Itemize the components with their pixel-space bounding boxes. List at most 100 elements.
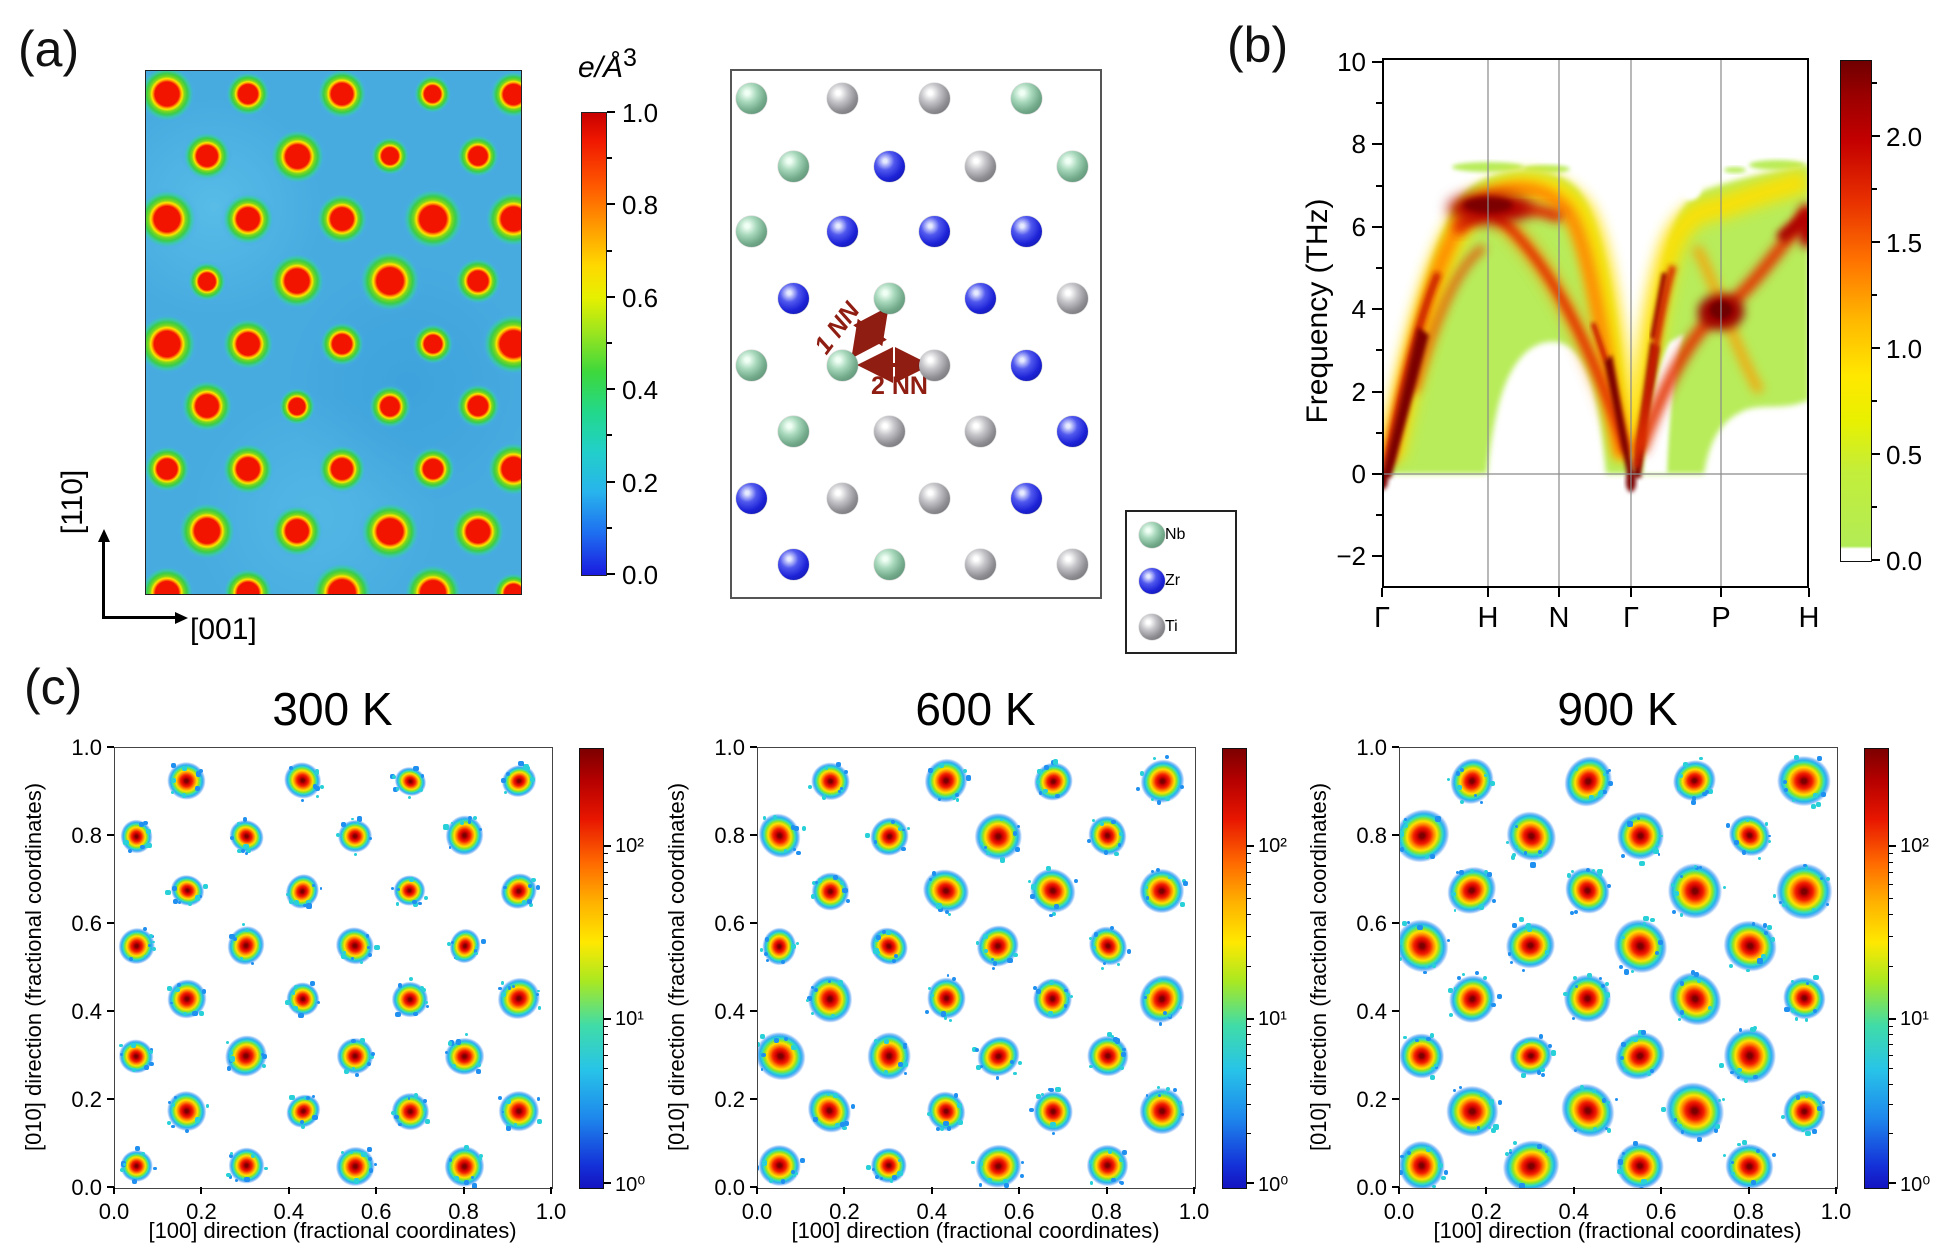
site-blob-speckle <box>175 987 180 993</box>
site-blob-speckle <box>320 785 324 789</box>
site-blob-speckle <box>1179 1006 1183 1010</box>
site-blob-speckle <box>264 1166 268 1171</box>
freq-minor-tick <box>1376 267 1382 269</box>
atom-Nb <box>736 349 768 381</box>
site-blob-speckle <box>1114 1038 1121 1044</box>
site-blob-speckle <box>1426 1147 1432 1153</box>
site-blob-speckle <box>1523 851 1527 855</box>
site-blob-speckle <box>1030 893 1036 899</box>
site-blob-speckle <box>949 1019 953 1023</box>
site-blob <box>489 968 550 1029</box>
c-y-tick <box>750 1098 757 1100</box>
c-colorbar-minor-tick <box>1889 1043 1893 1045</box>
site-blob-speckle <box>445 1051 448 1054</box>
site-blob-speckle <box>1447 988 1453 994</box>
site-blob-speckle <box>285 893 289 897</box>
site-blob-speckle <box>1690 970 1696 975</box>
site-blob-speckle <box>1679 913 1683 917</box>
site-blob-speckle <box>1530 862 1536 868</box>
phonon-colorbar-tick <box>1872 559 1880 561</box>
site-blob-speckle <box>258 944 262 948</box>
site-blob-speckle <box>1167 1013 1172 1018</box>
site-blob-speckle <box>1049 980 1054 985</box>
site-blob-speckle <box>1400 939 1403 945</box>
site-blob-speckle <box>503 791 507 795</box>
site-blob <box>441 812 488 860</box>
site-blob-speckle <box>1518 917 1525 923</box>
site-blob-speckle <box>783 849 788 853</box>
c-colorbar-minor-tick <box>1889 1054 1893 1056</box>
freq-minor-tick <box>1376 514 1382 517</box>
site-blob-speckle <box>1722 1098 1726 1102</box>
site-blob-speckle <box>1446 777 1451 782</box>
site-blob-speckle <box>1107 1032 1113 1038</box>
site-blob-speckle <box>119 1043 123 1047</box>
site-distribution-plot-600K <box>757 747 1196 1189</box>
site-blob-speckle <box>471 1183 477 1188</box>
site-blob-speckle <box>1491 1128 1496 1134</box>
density-peak <box>318 320 367 368</box>
site-blob-speckle <box>839 880 845 886</box>
c-x-tick <box>1105 1187 1108 1194</box>
density-peak <box>480 310 521 378</box>
site-blob-speckle <box>1571 870 1575 874</box>
site-blob-speckle <box>1618 964 1624 969</box>
site-blob-speckle <box>1737 1076 1741 1080</box>
site-blob-speckle <box>927 1111 932 1116</box>
site-blob-speckle <box>450 940 454 944</box>
site-blob-speckle <box>289 765 294 770</box>
site-blob-speckle <box>1522 968 1526 972</box>
phonon-spectral-plot <box>1382 58 1809 588</box>
site-blob-speckle <box>984 846 988 850</box>
site-blob-speckle <box>1699 866 1703 870</box>
kpoint-label: Γ <box>1623 602 1639 634</box>
site-blob-speckle <box>1810 803 1816 809</box>
site-blob-speckle <box>1790 980 1794 983</box>
site-blob-speckle <box>529 777 535 783</box>
site-blob-speckle <box>794 825 800 831</box>
site-blob-speckle <box>1790 1008 1796 1014</box>
site-blob-speckle <box>152 940 155 944</box>
c-colorbar-tick-label: 10¹ <box>1900 1008 1929 1030</box>
site-blob-speckle <box>901 828 905 832</box>
freq-minor-tick <box>1376 102 1382 105</box>
site-blob-speckle <box>350 957 354 961</box>
colorbar-tick <box>607 295 615 298</box>
atom-Zr <box>1010 482 1042 514</box>
site-blob-speckle <box>1459 800 1464 805</box>
site-blob-speckle <box>837 980 844 986</box>
site-blob-speckle <box>801 826 807 832</box>
site-blob <box>1500 917 1562 975</box>
site-blob <box>964 801 1033 871</box>
site-blob-speckle <box>1805 1094 1809 1098</box>
site-blob-speckle <box>505 772 511 777</box>
colorbar-tick <box>607 573 615 575</box>
site-blob-speckle <box>1403 820 1407 824</box>
c-x-tick-label: 0.2 <box>186 1199 217 1224</box>
density-peak <box>314 191 370 247</box>
c-colorbar-minor-tick <box>1889 853 1893 855</box>
site-blob-speckle <box>1455 770 1461 776</box>
freq-minor-tick <box>1376 184 1382 187</box>
site-blob-speckle <box>927 767 933 773</box>
site-blob-speckle <box>836 762 841 767</box>
atom-Ti <box>964 416 996 448</box>
site-blob-speckle <box>943 1016 948 1020</box>
site-blob-speckle <box>397 982 403 988</box>
site-blob-speckle <box>1757 856 1761 860</box>
density-peak <box>220 191 276 247</box>
site-blob-speckle <box>1491 1002 1496 1008</box>
site-blob-speckle <box>1781 1114 1786 1119</box>
c-colorbar-tick <box>604 845 611 847</box>
site-blob-speckle <box>1734 840 1740 845</box>
freq-tick-label: 10 <box>1337 47 1366 77</box>
site-blob-speckle <box>1680 1014 1685 1018</box>
c-y-tick-label: 0.2 <box>1356 1087 1387 1112</box>
site-blob-speckle <box>501 992 507 998</box>
density-peak <box>358 499 422 563</box>
site-blob-speckle <box>1812 1008 1818 1014</box>
site-blob-speckle <box>140 844 145 849</box>
site-blob-speckle <box>824 766 828 770</box>
c-x-tick-label: 1.0 <box>535 1199 567 1224</box>
site-blob-speckle <box>395 1011 401 1017</box>
